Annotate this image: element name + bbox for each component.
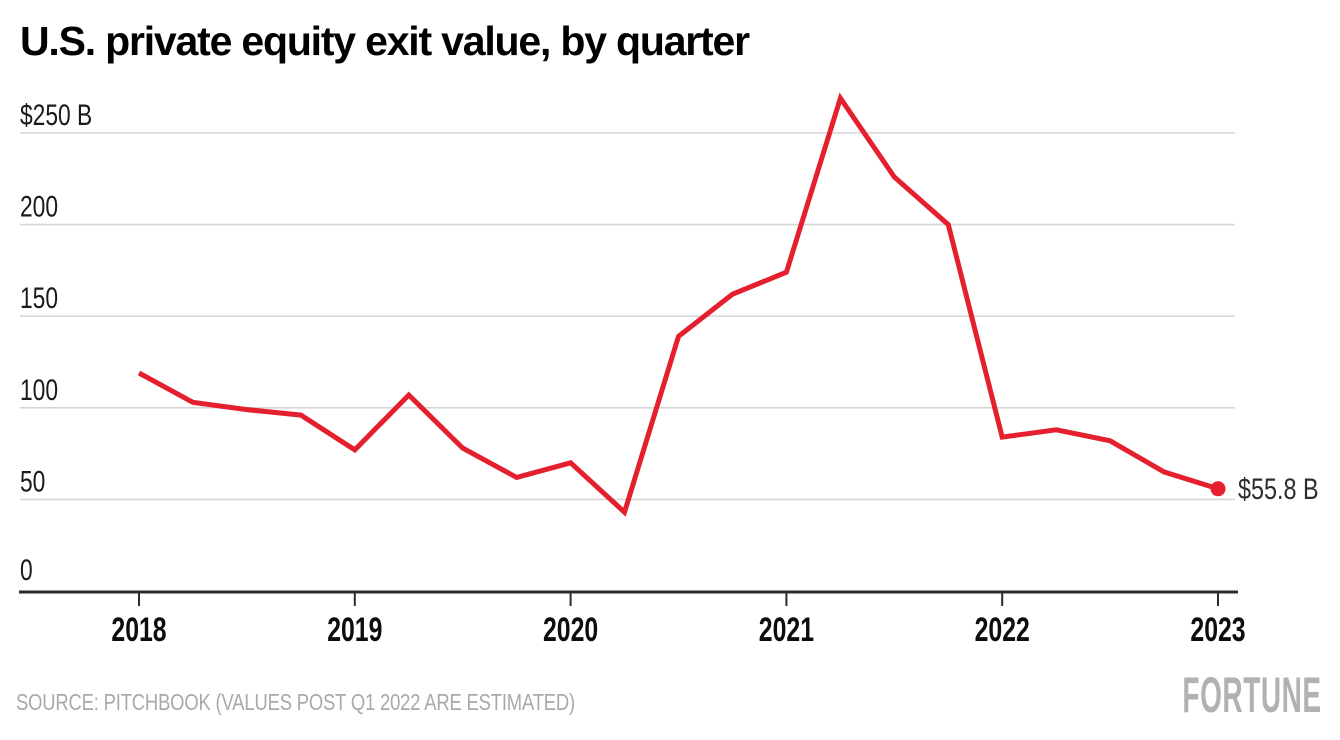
x-axis-tick-label: 2019 — [327, 611, 382, 649]
fortune-logo: FORTUNE — [1182, 667, 1322, 723]
y-axis-tick-label: 0 — [20, 553, 33, 587]
x-axis-tick-label: 2020 — [543, 611, 598, 649]
end-point-dot — [1210, 481, 1226, 497]
line-chart: 0 50 100 150 200 $250 B 2018 2019 2020 2021 2022 20… — [19, 92, 1319, 649]
end-value-label: $55.8 B — [1238, 472, 1319, 505]
y-axis-tick-label: 100 — [20, 373, 58, 407]
y-axis-tick-label: 150 — [20, 281, 58, 315]
x-axis-tick-label: 2023 — [1190, 611, 1245, 649]
source-note: SOURCE: PITCHBOOK (VALUES POST Q1 2022 A… — [16, 689, 576, 715]
y-axis-tick-label: $250 B — [20, 98, 92, 132]
y-axis-tick-label: 200 — [20, 190, 58, 224]
x-axis-tick-label: 2022 — [975, 611, 1030, 649]
y-axis-tick-label: 50 — [20, 464, 45, 498]
x-axis-tick-label: 2018 — [111, 611, 166, 649]
x-axis-tick-label: 2021 — [759, 611, 814, 649]
data-line — [137, 92, 1219, 517]
chart-title: U.S. private equity exit value, by quart… — [20, 18, 750, 64]
